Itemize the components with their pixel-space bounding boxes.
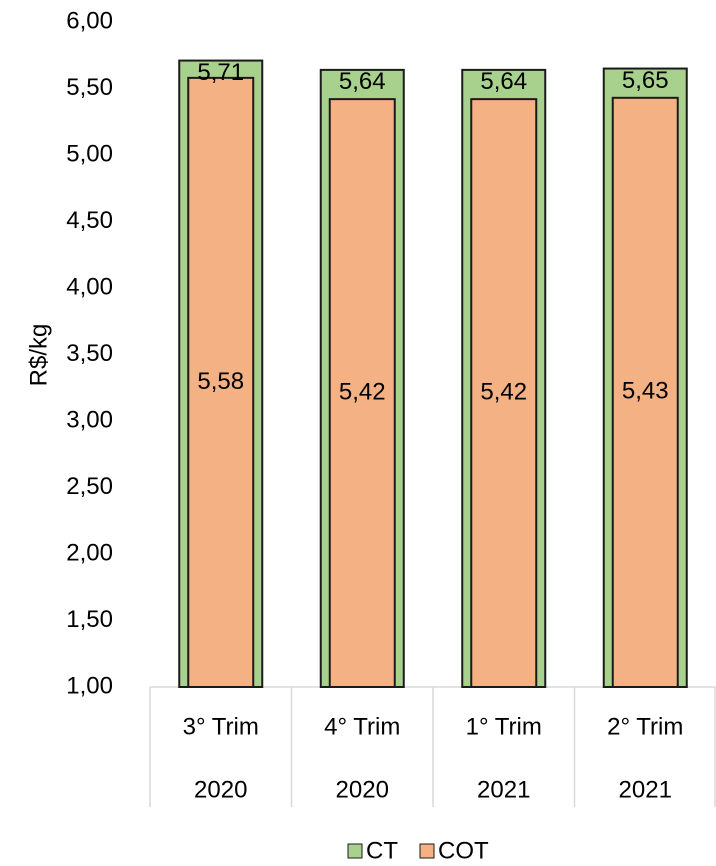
legend-swatch [419, 843, 435, 859]
x-tick-label: 2020 [194, 776, 247, 803]
y-tick-label: 2,00 [66, 539, 113, 566]
legend-label: CT [366, 837, 398, 864]
x-tick-label: 2021 [619, 776, 672, 803]
y-tick-label: 5,50 [66, 74, 113, 101]
x-tick-label: 4° Trim [324, 713, 400, 740]
data-label: 5,42 [480, 378, 527, 405]
data-label: 5,64 [480, 68, 527, 95]
y-tick-label: 3,50 [66, 340, 113, 367]
y-tick-label: 4,50 [66, 207, 113, 234]
data-label: 5,64 [339, 68, 386, 95]
y-tick-label: 1,00 [66, 672, 113, 699]
data-label: 5,43 [622, 378, 669, 405]
bar [187, 76, 255, 689]
y-tick-label: 6,00 [66, 7, 113, 34]
y-tick-label: 1,50 [66, 606, 113, 633]
bar [611, 96, 679, 688]
y-tick-label: 5,00 [66, 140, 113, 167]
y-tick-label: 2,50 [66, 473, 113, 500]
x-tick-label: 2021 [477, 776, 530, 803]
data-label: 5,65 [622, 67, 669, 94]
x-tick-label: 1° Trim [466, 713, 542, 740]
data-label: 5,42 [339, 378, 386, 405]
bar [328, 98, 396, 688]
legend-label: COT [438, 837, 489, 864]
x-tick-label: 3° Trim [183, 713, 259, 740]
x-tick-label: 2° Trim [607, 713, 683, 740]
legend-swatch [347, 843, 363, 859]
y-axis-label: R$/kg [25, 324, 52, 387]
data-label: 5,58 [197, 368, 244, 395]
x-tick-label: 2020 [336, 776, 389, 803]
data-label: 5,71 [197, 59, 244, 86]
y-tick-label: 3,00 [66, 406, 113, 433]
y-tick-label: 4,00 [66, 273, 113, 300]
bar [470, 98, 538, 688]
